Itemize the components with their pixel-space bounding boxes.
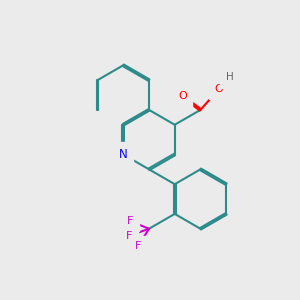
Text: O: O [215, 84, 224, 94]
Text: N: N [119, 148, 128, 161]
Text: F: F [127, 216, 133, 226]
Text: F: F [126, 231, 133, 241]
Text: O: O [178, 91, 187, 101]
Text: H: H [226, 73, 234, 82]
Text: F: F [135, 242, 141, 251]
